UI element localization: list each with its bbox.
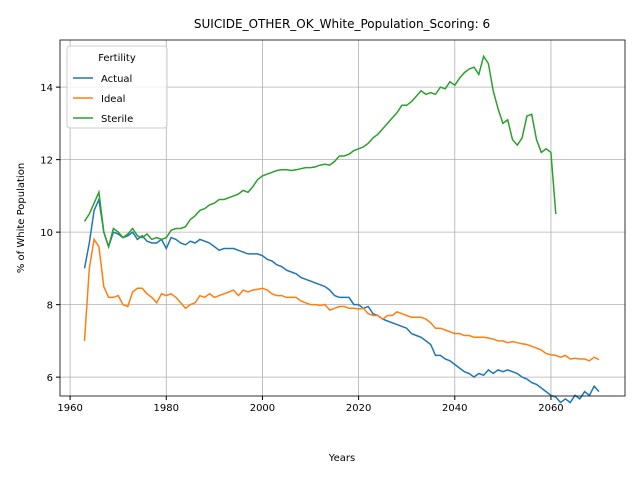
legend-label: Sterile xyxy=(101,114,133,125)
y-axis-label: % of White Population xyxy=(16,163,27,273)
x-tick-label: 2000 xyxy=(250,403,275,414)
chart-title: SUICIDE_OTHER_OK_White_Population_Scorin… xyxy=(194,17,490,31)
x-tick-label: 1960 xyxy=(57,403,82,414)
y-tick-label: 12 xyxy=(40,156,53,167)
legend: Fertility Actual Ideal Sterile xyxy=(66,45,168,129)
y-tick-label: 6 xyxy=(47,373,53,384)
plot-frame xyxy=(59,39,626,397)
x-tick-label: 2040 xyxy=(442,403,467,414)
x-tick-label: 1980 xyxy=(154,403,179,414)
x-tick-label: 2020 xyxy=(346,403,371,414)
x-axis-label: Years xyxy=(328,453,355,464)
y-tick-label: 14 xyxy=(40,83,53,94)
legend-frame xyxy=(66,45,168,129)
line xyxy=(83,54,557,250)
legend-title: Fertility xyxy=(98,53,136,64)
x-tick-label: 2060 xyxy=(538,403,563,414)
y-tick-label: 10 xyxy=(40,228,53,239)
line xyxy=(83,237,600,362)
legend-label: Actual xyxy=(101,74,132,85)
y-tick-label: 8 xyxy=(47,301,53,312)
line xyxy=(83,196,600,404)
legend-label: Ideal xyxy=(101,94,125,105)
